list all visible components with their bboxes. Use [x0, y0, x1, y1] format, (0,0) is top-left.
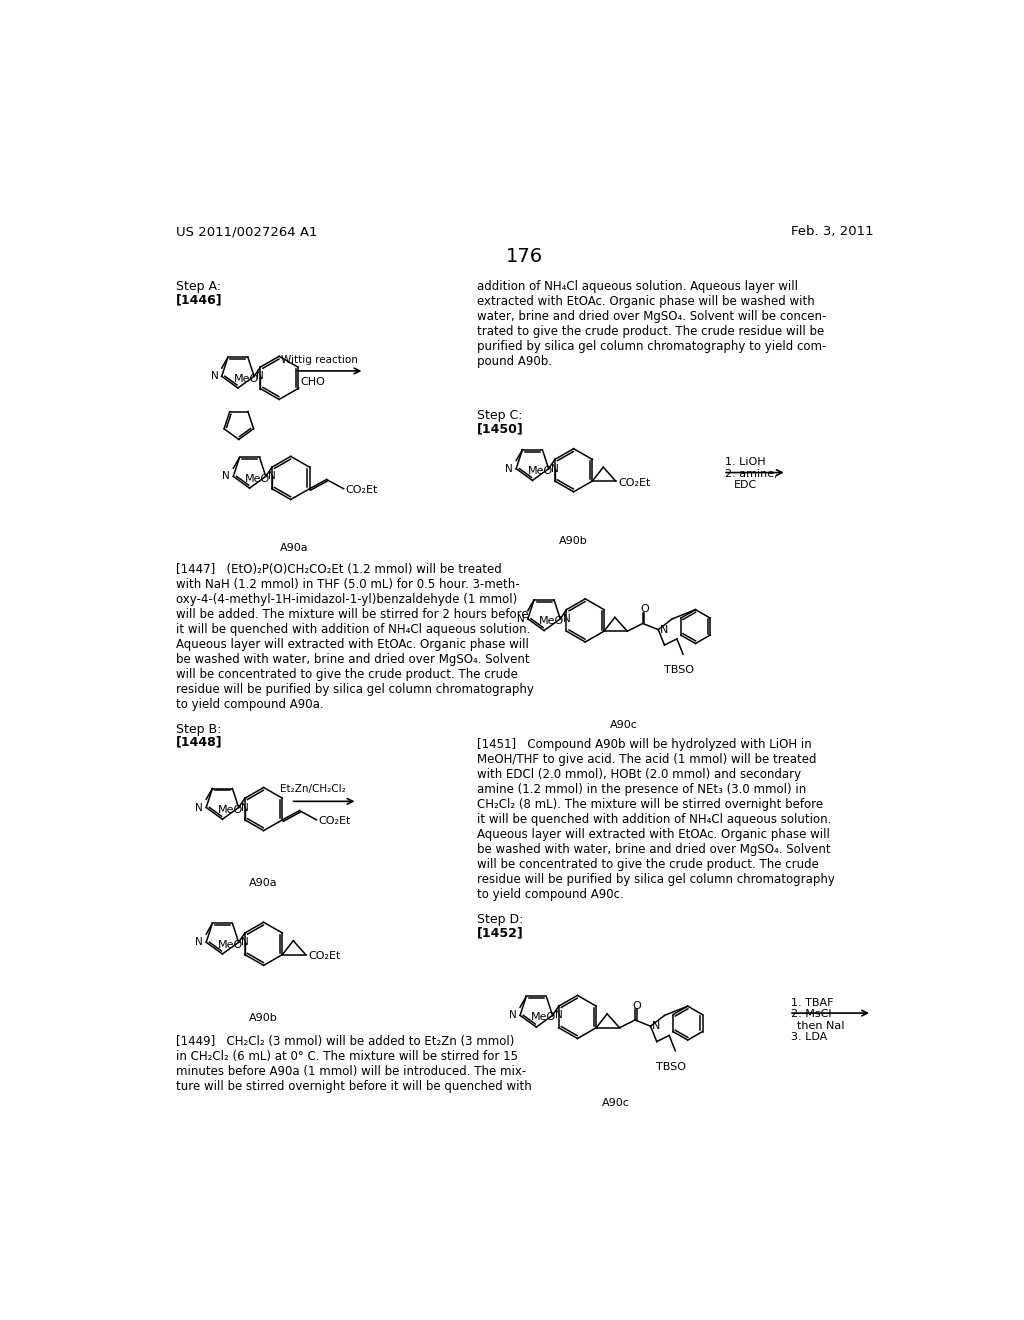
Text: CO₂Et: CO₂Et — [318, 816, 350, 826]
Text: A90b: A90b — [559, 536, 588, 545]
Text: Feb. 3, 2011: Feb. 3, 2011 — [791, 226, 873, 239]
Text: then NaI: then NaI — [797, 1020, 845, 1031]
Text: CO₂Et: CO₂Et — [618, 478, 650, 487]
Text: A90b: A90b — [249, 1014, 278, 1023]
Text: [1448]: [1448] — [176, 737, 222, 748]
Text: Step D:: Step D: — [477, 913, 523, 927]
Text: O: O — [632, 1001, 641, 1011]
Text: MeO: MeO — [233, 374, 259, 384]
Text: MeO: MeO — [531, 1012, 556, 1022]
Text: TBSO: TBSO — [656, 1061, 686, 1072]
Text: MeO: MeO — [245, 474, 270, 484]
Text: 3. LDA: 3. LDA — [791, 1032, 826, 1043]
Text: CO₂Et: CO₂Et — [345, 486, 378, 495]
Text: N: N — [562, 614, 570, 624]
Text: Step B:: Step B: — [176, 723, 221, 735]
Text: N: N — [506, 463, 513, 474]
Text: N: N — [551, 463, 559, 474]
Text: N: N — [222, 471, 230, 482]
Text: N: N — [196, 937, 203, 948]
Text: EDC: EDC — [734, 480, 758, 490]
Text: MeO: MeO — [218, 805, 244, 816]
Text: 176: 176 — [506, 247, 544, 265]
Text: A90c: A90c — [610, 721, 638, 730]
Text: CHO: CHO — [300, 378, 325, 387]
Text: 2. amine,: 2. amine, — [725, 469, 777, 479]
Text: N: N — [268, 471, 275, 482]
Text: Step A:: Step A: — [176, 280, 221, 293]
Text: N: N — [256, 371, 264, 381]
Text: N: N — [241, 937, 249, 948]
Text: MeO: MeO — [539, 615, 564, 626]
Text: A90c: A90c — [602, 1098, 630, 1107]
Text: N: N — [196, 803, 203, 813]
Text: [1451]   Compound A90b will be hydrolyzed with LiOH in
MeOH/THF to give acid. Th: [1451] Compound A90b will be hydrolyzed … — [477, 738, 835, 902]
Text: [1447]   (EtO)₂P(O)CH₂CO₂Et (1.2 mmol) will be treated
with NaH (1.2 mmol) in TH: [1447] (EtO)₂P(O)CH₂CO₂Et (1.2 mmol) wil… — [176, 562, 534, 710]
Text: A90a: A90a — [281, 544, 309, 553]
Text: [1450]: [1450] — [477, 422, 523, 436]
Text: N: N — [652, 1022, 660, 1031]
Text: MeO: MeO — [528, 466, 553, 477]
Text: MeO: MeO — [218, 940, 244, 950]
Text: Step C:: Step C: — [477, 409, 522, 422]
Text: CO₂Et: CO₂Et — [308, 952, 340, 961]
Text: O: O — [640, 605, 649, 614]
Text: A90a: A90a — [249, 878, 278, 888]
Text: [1446]: [1446] — [176, 293, 222, 306]
Text: N: N — [555, 1010, 562, 1020]
Text: N: N — [241, 803, 249, 813]
Text: N: N — [517, 614, 524, 624]
Text: 1. LiOH: 1. LiOH — [725, 457, 765, 467]
Text: 1. TBAF: 1. TBAF — [791, 998, 834, 1007]
Text: N: N — [211, 371, 218, 381]
Text: Et₂Zn/CH₂Cl₂: Et₂Zn/CH₂Cl₂ — [280, 784, 345, 795]
Text: N: N — [509, 1010, 517, 1020]
Text: TBSO: TBSO — [665, 665, 694, 675]
Text: N: N — [659, 624, 669, 635]
Text: Wittig reaction: Wittig reaction — [281, 355, 357, 364]
Text: addition of NH₄Cl aqueous solution. Aqueous layer will
extracted with EtOAc. Org: addition of NH₄Cl aqueous solution. Aque… — [477, 280, 826, 368]
Text: [1452]: [1452] — [477, 927, 523, 939]
Text: [1449]   CH₂Cl₂ (3 mmol) will be added to Et₂Zn (3 mmol)
in CH₂Cl₂ (6 mL) at 0° : [1449] CH₂Cl₂ (3 mmol) will be added to … — [176, 1035, 531, 1093]
Text: US 2011/0027264 A1: US 2011/0027264 A1 — [176, 226, 317, 239]
Text: 2. MsCl: 2. MsCl — [791, 1010, 831, 1019]
